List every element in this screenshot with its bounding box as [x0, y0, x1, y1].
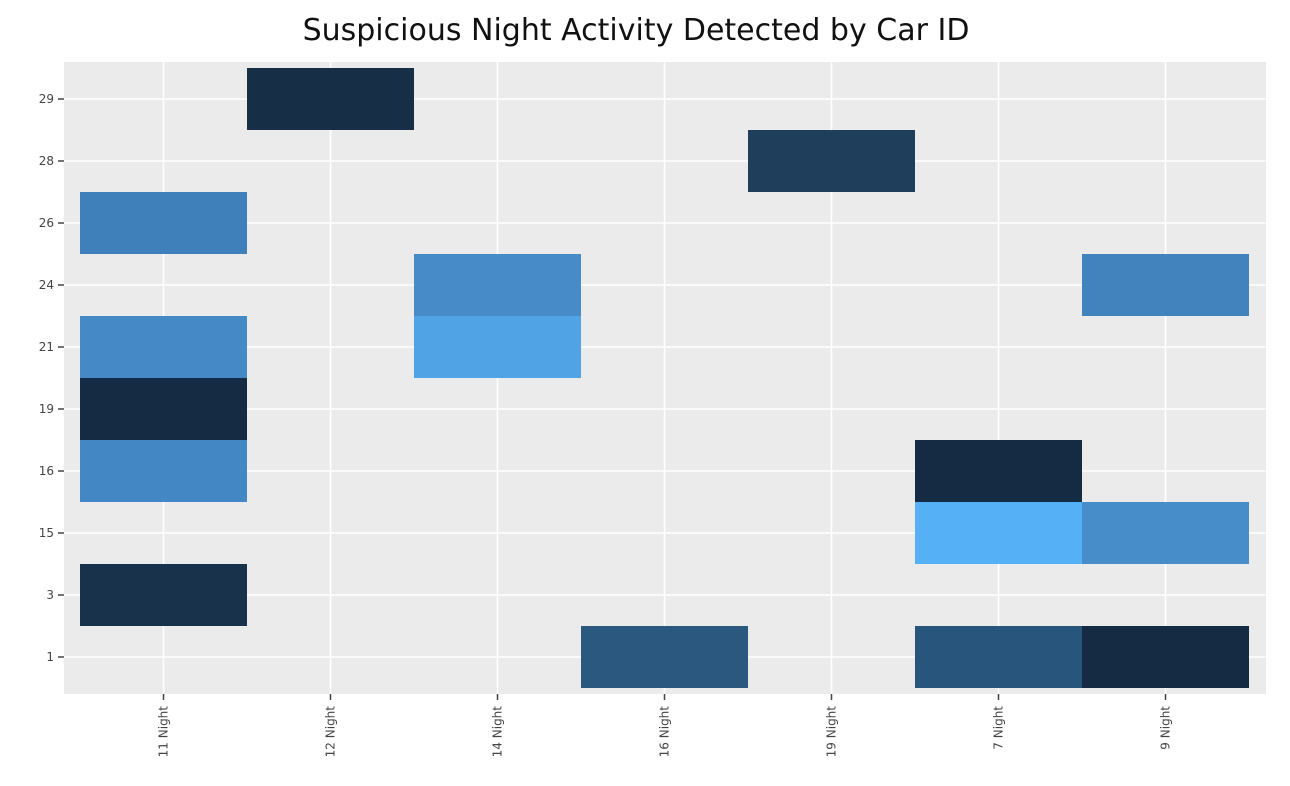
- heatmap-cell: [80, 440, 247, 502]
- heatmap-cell: [414, 254, 581, 316]
- heatmap-cell: [80, 378, 247, 440]
- heatmap-cell: [915, 626, 1082, 688]
- y-axis: 1 3 15 16 19 21 24 26 28 29: [39, 92, 64, 664]
- y-tick-label: 28: [39, 154, 54, 168]
- heatmap-cell: [915, 502, 1082, 564]
- y-tick-label: 19: [39, 402, 54, 416]
- x-tick-label: 7 Night: [992, 706, 1006, 750]
- heatmap-cell: [80, 316, 247, 378]
- heatmap-cell: [581, 626, 748, 688]
- heatmap-cell: [748, 130, 915, 192]
- heatmap-cell: [80, 564, 247, 626]
- heatmap-cell: [1082, 502, 1249, 564]
- y-tick-label: 21: [39, 340, 54, 354]
- x-tick-label: 14 Night: [491, 706, 505, 758]
- heatmap-cell: [1082, 254, 1249, 316]
- x-tick-label: 12 Night: [324, 706, 338, 758]
- y-tick-label: 16: [39, 464, 54, 478]
- x-axis: 11 Night 12 Night 14 Night 16 Night 19 Night…: [157, 694, 1173, 757]
- y-tick-label: 1: [46, 650, 54, 664]
- y-tick-label: 29: [39, 92, 54, 106]
- x-tick-label: 16 Night: [658, 706, 672, 758]
- y-tick-label: 3: [46, 588, 54, 602]
- x-tick-label: 9 Night: [1159, 706, 1173, 750]
- heatmap-cell: [915, 440, 1082, 502]
- y-tick-label: 26: [39, 216, 54, 230]
- heatmap-cell: [414, 316, 581, 378]
- x-tick-label: 11 Night: [157, 706, 171, 758]
- heatmap-cell: [80, 192, 247, 254]
- heatmap-cells: [80, 68, 1249, 688]
- heatmap-cell: [1082, 626, 1249, 688]
- x-tick-label: 19 Night: [825, 706, 839, 758]
- y-tick-label: 24: [39, 278, 54, 292]
- chart-title: Suspicious Night Activity Detected by Ca…: [303, 13, 970, 48]
- heatmap-cell: [247, 68, 414, 130]
- y-tick-label: 15: [39, 526, 54, 540]
